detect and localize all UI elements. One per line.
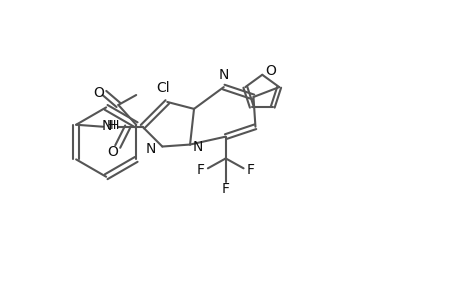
Text: N: N	[192, 140, 203, 154]
Text: H: H	[107, 119, 116, 132]
Text: O: O	[264, 64, 275, 78]
Text: H: H	[110, 119, 119, 132]
Text: N: N	[218, 68, 229, 82]
Text: F: F	[196, 163, 205, 177]
Text: F: F	[221, 182, 229, 196]
Text: N: N	[145, 142, 155, 155]
Text: N: N	[101, 119, 112, 133]
Text: Cl: Cl	[156, 81, 170, 95]
Text: O: O	[93, 86, 104, 100]
Text: O: O	[107, 146, 118, 160]
Text: F: F	[246, 163, 254, 177]
